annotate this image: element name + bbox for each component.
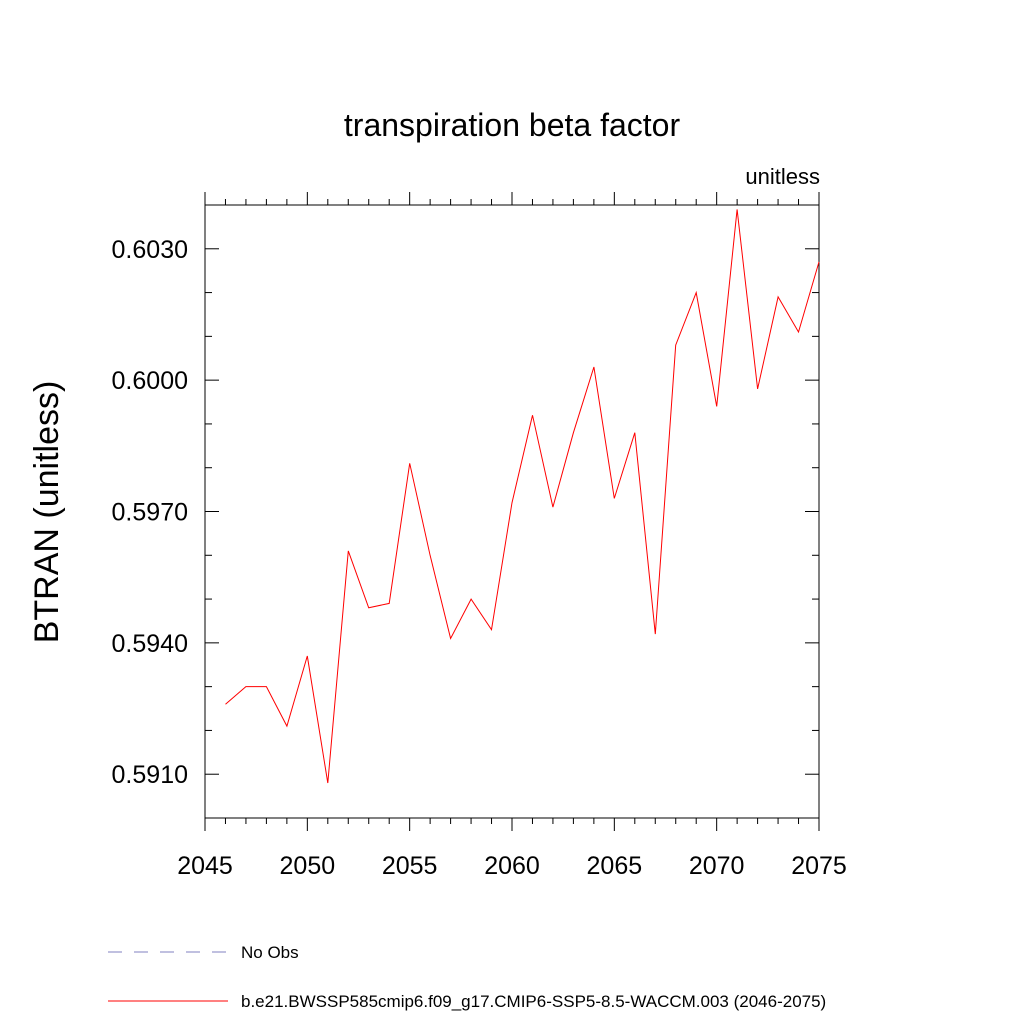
x-tick-label: 2075 <box>791 852 847 880</box>
plot-frame <box>204 204 820 819</box>
x-tick-label: 2045 <box>177 852 233 880</box>
legend-label: No Obs <box>241 943 299 962</box>
y-tick-label: 0.6000 <box>112 367 188 395</box>
y-tick-label: 0.6030 <box>112 236 188 264</box>
series-layer <box>225 209 820 784</box>
series-line <box>225 209 820 784</box>
units-label: unitless <box>745 164 820 189</box>
y-axis-label: BTRAN (unitless) <box>28 381 66 644</box>
x-tick-label: 2055 <box>382 852 438 880</box>
x-tick-label: 2070 <box>689 852 745 880</box>
x-tick-label: 2065 <box>587 852 643 880</box>
y-tick-label: 0.5940 <box>112 630 188 658</box>
x-tick-label: 2060 <box>484 852 540 880</box>
legend: No Obs b.e21.BWSSP585cmip6.f09_g17.CMIP6-… <box>108 943 826 1011</box>
y-tick-label: 0.5910 <box>112 761 188 789</box>
chart-title: transpiration beta factor <box>344 107 681 143</box>
legend-label: b.e21.BWSSP585cmip6.f09_g17.CMIP6-SSP5-8… <box>241 992 826 1011</box>
axis-tick-labels: 2045 2050 2055 2060 2065 2070 2075 0.5910 0.5940… <box>112 236 847 880</box>
axis-ticks <box>204 192 820 831</box>
y-tick-label: 0.5970 <box>112 499 188 527</box>
x-tick-label: 2050 <box>280 852 336 880</box>
